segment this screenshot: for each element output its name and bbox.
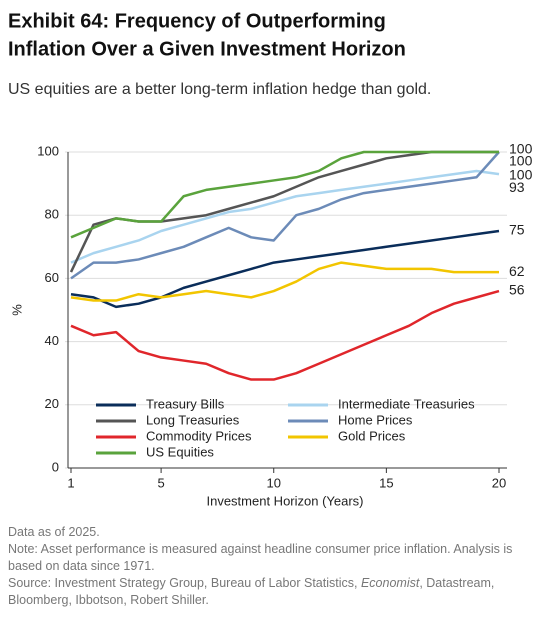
end-label: 75 bbox=[509, 222, 525, 238]
legend-label: Intermediate Treasuries bbox=[338, 396, 475, 411]
x-tick-label: 1 bbox=[67, 475, 74, 490]
legend-label: Gold Prices bbox=[338, 428, 406, 443]
chart: Exhibit 64: Frequency of Outperforming I… bbox=[8, 10, 533, 508]
notes: Data as of 2025. Note: Asset performance… bbox=[8, 524, 543, 609]
note: Data as of 2025. bbox=[8, 525, 100, 539]
source-text: , Datastream, Bloomberg, Ibbotson, Rober… bbox=[8, 576, 495, 607]
series-line bbox=[70, 289, 500, 381]
y-tick-label: 20 bbox=[45, 396, 59, 411]
chart-title: Inflation Over a Given Investment Horizo… bbox=[8, 38, 406, 60]
series-line bbox=[70, 150, 499, 239]
series-line bbox=[70, 229, 500, 309]
note: Note: Asset performance is measured agai… bbox=[8, 542, 513, 573]
legend-label: Treasury Bills bbox=[146, 396, 225, 411]
chart-title: Exhibit 64: Frequency of Outperforming bbox=[8, 10, 386, 32]
legend-label: Home Prices bbox=[338, 412, 413, 427]
series-line bbox=[70, 151, 500, 280]
source-text: Economist bbox=[360, 576, 420, 590]
end-label: 100 bbox=[509, 153, 533, 169]
end-label: 62 bbox=[509, 263, 525, 279]
y-tick-label: 80 bbox=[45, 207, 59, 222]
end-label: 100 bbox=[509, 167, 533, 183]
legend-label: Commodity Prices bbox=[146, 428, 252, 443]
legend-label: Long Treasuries bbox=[146, 412, 240, 427]
series-line bbox=[69, 150, 499, 273]
x-axis-label: Investment Horizon (Years) bbox=[206, 493, 363, 508]
x-tick-label: 20 bbox=[492, 475, 506, 490]
y-axis-label: % bbox=[9, 304, 24, 316]
x-tick-label: 5 bbox=[157, 475, 164, 490]
end-label: 93 bbox=[509, 179, 525, 195]
chart-subtitle: US equities are a better long-term infla… bbox=[8, 81, 431, 98]
end-label: 56 bbox=[509, 282, 525, 298]
source: Source: Investment Strategy Group, Burea… bbox=[8, 575, 543, 609]
series-line bbox=[70, 169, 500, 264]
end-label: 100 bbox=[509, 141, 533, 157]
y-tick-label: 60 bbox=[45, 270, 59, 285]
x-tick-label: 15 bbox=[379, 475, 393, 490]
y-tick-label: 40 bbox=[45, 333, 59, 348]
legend-label: US Equities bbox=[146, 444, 214, 459]
source-text: Source: Investment Strategy Group, Burea… bbox=[8, 576, 361, 590]
y-tick-label: 100 bbox=[37, 143, 59, 158]
series-line bbox=[70, 261, 499, 302]
y-tick-label: 0 bbox=[52, 459, 59, 474]
x-tick-label: 10 bbox=[267, 475, 281, 490]
